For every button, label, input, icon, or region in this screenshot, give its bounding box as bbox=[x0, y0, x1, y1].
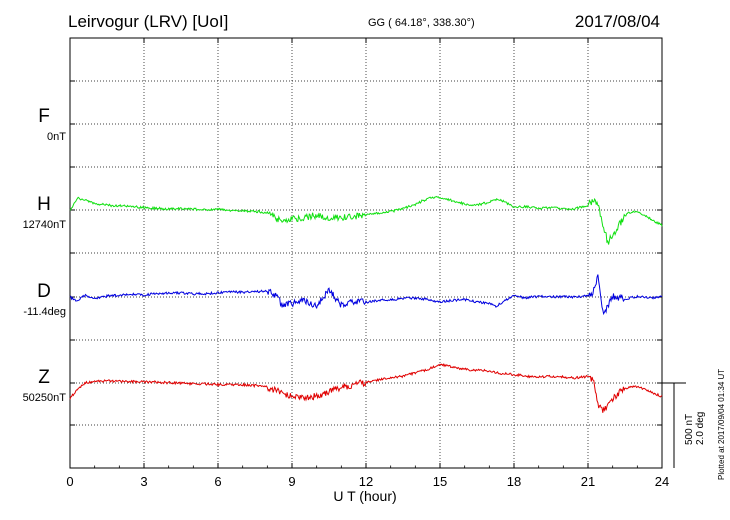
x-axis-label: U T (hour) bbox=[333, 488, 397, 504]
component-z-letter: Z bbox=[38, 367, 50, 388]
plot-date: 2017/08/04 bbox=[574, 12, 660, 31]
series-traces bbox=[69, 195, 663, 413]
x-tick-label: 21 bbox=[581, 474, 595, 489]
x-tick-label: 18 bbox=[507, 474, 521, 489]
series-h-line bbox=[69, 195, 663, 245]
plot-frame bbox=[69, 37, 663, 469]
series-z-line bbox=[69, 363, 663, 413]
component-d-letter: D bbox=[37, 281, 51, 302]
component-h-letter: H bbox=[37, 194, 51, 215]
series-d-line bbox=[69, 274, 663, 316]
component-z-baseline: 50250nT bbox=[22, 392, 66, 404]
plotted-timestamp: Plotted at 2017/09/04 01:34 UT bbox=[717, 368, 726, 480]
scale-label: 500 nT 2.0 deg bbox=[684, 412, 706, 445]
x-tick-label: 24 bbox=[655, 474, 669, 489]
x-tick-label: 0 bbox=[66, 474, 73, 489]
scale-label-deg: 2.0 deg bbox=[695, 411, 706, 445]
scale-label-nt: 500 nT bbox=[684, 413, 695, 445]
x-tick-label: 9 bbox=[288, 474, 295, 489]
geographic-coordinates: GG ( 64.18°, 338.30°) bbox=[368, 17, 475, 29]
component-f-letter: F bbox=[38, 106, 50, 127]
component-d-baseline: -11.4deg bbox=[23, 306, 66, 318]
x-tick-label: 12 bbox=[359, 474, 373, 489]
x-axis-ticks: 0 3 6 9 12 15 18 21 24 bbox=[66, 38, 669, 489]
station-title: Leirvogur (LRV) [UoI] bbox=[68, 12, 229, 31]
x-tick-label: 6 bbox=[214, 474, 221, 489]
x-tick-label: 15 bbox=[433, 474, 447, 489]
x-tick-label: 3 bbox=[140, 474, 147, 489]
component-h-baseline: 12740nT bbox=[22, 219, 66, 231]
scale-bar bbox=[662, 382, 686, 468]
grid-lines bbox=[70, 38, 662, 468]
component-f-baseline: 0nT bbox=[47, 131, 66, 143]
